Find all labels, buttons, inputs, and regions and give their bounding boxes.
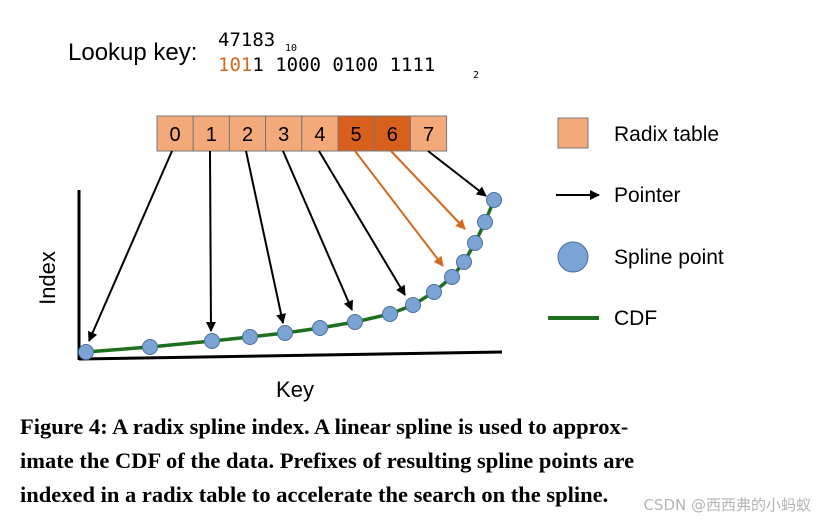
x-axis-label: Key <box>276 377 314 402</box>
radix-cell-label-1: 1 <box>206 124 217 146</box>
legend-radix-swatch <box>557 117 589 149</box>
radix-cell-label-7: 7 <box>423 124 434 146</box>
radix-cell-label-5: 5 <box>351 124 362 146</box>
pointer-arrow-3 <box>282 150 354 311</box>
pointer-arrow-2 <box>245 150 286 324</box>
spline-point <box>486 192 502 208</box>
spline-point <box>467 235 483 251</box>
caption-line-1: Figure 4: A radix spline index. A linear… <box>20 414 629 439</box>
lookup-key-label: Lookup key: <box>68 39 197 66</box>
figure-caption: Figure 4: A radix spline index. A linear… <box>20 410 810 512</box>
radix-cell-1 <box>192 115 230 152</box>
radix-cell-label-6: 6 <box>387 124 398 146</box>
spline-point <box>426 284 442 300</box>
spline-point <box>382 306 398 322</box>
spline-point <box>242 329 258 345</box>
key-binary: 1011 1000 0100 1111 <box>218 54 435 76</box>
spline-point <box>405 297 421 313</box>
key-decimal-base: 10 <box>285 43 297 54</box>
radix-cell-label-4: 4 <box>314 124 325 146</box>
legend-spline-point-icon <box>557 241 589 273</box>
pointer-arrow-5 <box>354 150 444 267</box>
spline-point <box>142 339 158 355</box>
radix-spline-figure: Lookup key: 47183 10 1011 1000 0100 1111… <box>35 29 724 402</box>
caption-line-3: indexed in a radix table to accelerate t… <box>20 482 609 507</box>
key-binary-prefix: 101 <box>218 54 252 76</box>
caption-line-2: imate the CDF of the data. Prefixes of r… <box>20 448 635 473</box>
pointer-arrows <box>88 150 487 342</box>
legend-radix-label: Radix table <box>614 123 719 146</box>
spline-point <box>204 333 220 349</box>
key-decimal: 47183 <box>218 29 275 51</box>
radix-cell-2 <box>228 115 267 152</box>
spline-point <box>78 344 94 360</box>
pointer-arrow-7 <box>427 150 487 197</box>
legend-spline-point-label: Spline point <box>614 246 724 269</box>
spline-point <box>444 269 460 285</box>
radix-table: 0 1 2 3 4 5 6 7 <box>156 115 448 152</box>
radix-cell-label-3: 3 <box>278 124 289 146</box>
spline-point <box>277 325 293 341</box>
radix-cell-5 <box>337 115 375 152</box>
legend: Radix table Pointer Spline point CDF <box>548 117 724 330</box>
radix-cell-0 <box>156 115 194 152</box>
spline-point <box>312 320 328 336</box>
key-binary-rest: 1 1000 0100 1111 <box>252 54 435 76</box>
legend-pointer-label: Pointer <box>614 184 681 207</box>
x-axis <box>78 350 503 361</box>
radix-cell-label-2: 2 <box>242 124 253 146</box>
radix-cell-label-0: 0 <box>170 124 181 146</box>
spline-point <box>456 254 472 270</box>
pointer-arrow-6 <box>390 150 466 230</box>
spline-points <box>78 192 502 360</box>
spline-point <box>477 214 493 230</box>
pointer-arrow-1 <box>205 150 216 332</box>
spline-point <box>347 314 363 330</box>
radix-cell-7 <box>409 115 448 152</box>
y-axis-label: Index <box>35 251 60 305</box>
legend-cdf-label: CDF <box>614 307 657 330</box>
key-binary-base: 2 <box>473 70 479 81</box>
pointer-arrow-4 <box>318 150 406 296</box>
pointer-arrow-0 <box>88 150 173 342</box>
watermark: CSDN @西西弗的小蚂蚁 <box>643 496 811 514</box>
